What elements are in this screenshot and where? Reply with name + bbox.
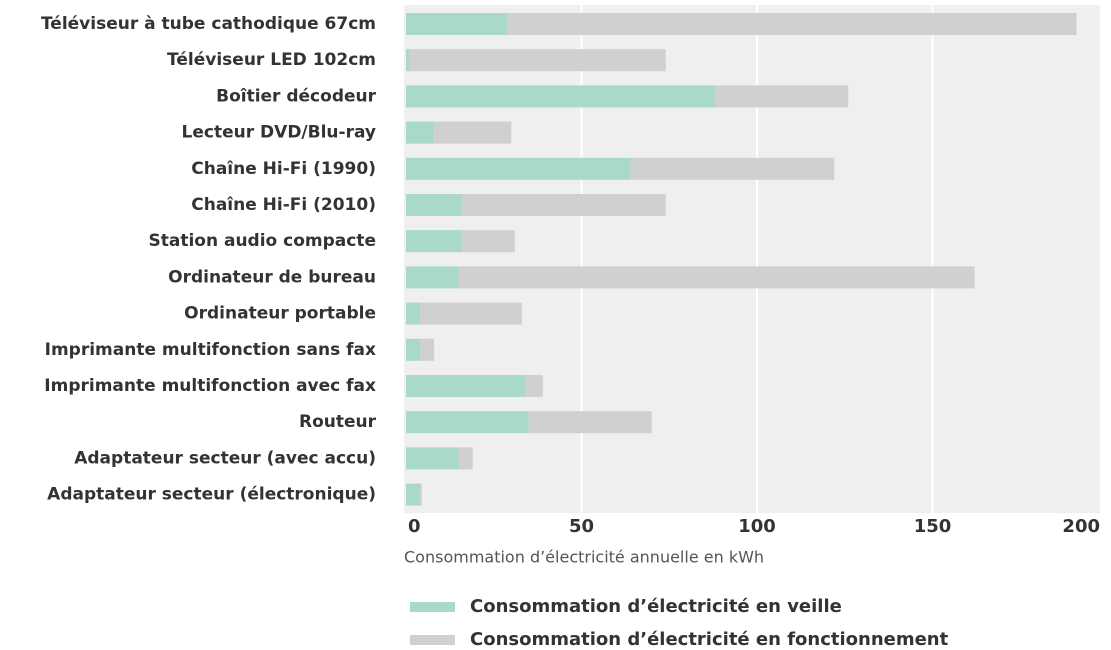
legend-swatch — [410, 602, 455, 612]
bar-segment — [420, 338, 435, 361]
y-tick-label: Station audio compacte — [148, 231, 376, 251]
y-tick-label: Adaptateur secteur (électronique) — [47, 485, 376, 505]
x-tick-label: 150 — [914, 516, 952, 537]
x-tick-label: 0 — [408, 516, 421, 537]
y-tick-label: Routeur — [299, 412, 377, 432]
bar-segment — [630, 157, 835, 180]
bar-segment — [406, 49, 410, 72]
x-axis-label: Consommation d’électricité annuelle en k… — [404, 548, 764, 567]
bar-segment — [458, 447, 473, 470]
bar-segment — [406, 230, 463, 253]
bar-segment — [462, 194, 666, 216]
y-tick-label: Téléviseur à tube cathodique 67cm — [41, 14, 376, 34]
y-tick-label: Boîtier décodeur — [216, 86, 377, 106]
bar-segment — [406, 411, 529, 434]
bar-segment — [406, 375, 526, 397]
bar-segment — [434, 121, 512, 144]
bar-segment — [462, 230, 515, 253]
bar-segment — [406, 194, 463, 216]
bar-segment — [406, 13, 508, 35]
bar-segment — [406, 483, 421, 506]
y-tick-label: Téléviseur LED 102cm — [167, 50, 376, 70]
bar-segment — [406, 338, 421, 361]
y-tick-label: Ordinateur portable — [184, 304, 376, 324]
bar-segment — [420, 302, 522, 325]
y-tick-label: Chaîne Hi-Fi (1990) — [191, 159, 376, 179]
legend-label: Consommation d’électricité en fonctionne… — [470, 629, 949, 650]
bar-segment — [458, 266, 975, 289]
y-tick-label: Adaptateur secteur (avec accu) — [74, 448, 376, 468]
bar-segment — [406, 157, 631, 180]
bar-segment — [406, 121, 435, 144]
bar-segment — [409, 49, 666, 72]
bar-segment — [406, 266, 459, 289]
y-tick-label: Lecteur DVD/Blu-ray — [182, 123, 376, 143]
y-tick-label: Imprimante multifonction avec fax — [44, 376, 376, 396]
bar-segment — [507, 13, 1077, 35]
bar-segment — [406, 447, 459, 470]
bar-segment — [528, 411, 652, 434]
bar-segment — [406, 302, 421, 325]
plot-background — [404, 5, 1100, 513]
x-tick-label: 50 — [569, 516, 594, 537]
bar-segment — [420, 483, 422, 506]
legend-swatch — [410, 635, 455, 645]
y-tick-label: Chaîne Hi-Fi (2010) — [191, 195, 376, 215]
x-tick-label: 200 — [1062, 516, 1100, 537]
legend-label: Consommation d’électricité en veille — [470, 596, 842, 617]
y-tick-label: Imprimante multifonction sans fax — [45, 340, 376, 360]
y-tick-label: Ordinateur de bureau — [168, 267, 376, 287]
x-tick-label: 100 — [738, 516, 776, 537]
bar-segment — [714, 85, 849, 108]
bar-segment — [406, 85, 715, 108]
bar-segment — [525, 375, 543, 397]
